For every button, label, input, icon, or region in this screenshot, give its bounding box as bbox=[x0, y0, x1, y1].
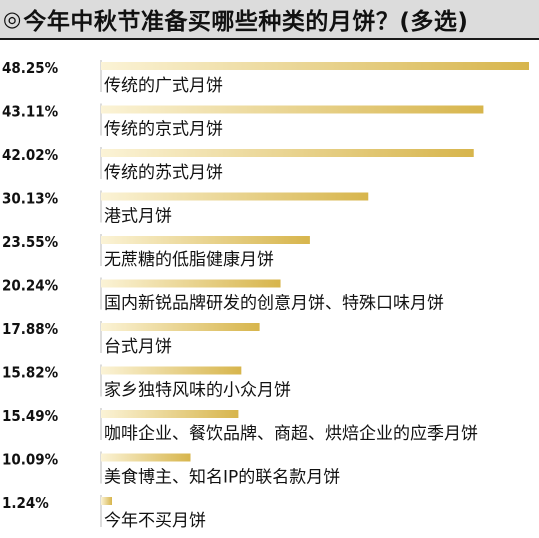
bar bbox=[101, 62, 529, 70]
category-label: 今年不买月饼 bbox=[104, 511, 206, 531]
circle-mark-icon: ◎ bbox=[3, 6, 22, 31]
value-label: 17.88% bbox=[2, 320, 59, 338]
bar bbox=[101, 279, 281, 288]
value-label: 20.24% bbox=[2, 277, 59, 295]
bar bbox=[101, 105, 484, 114]
category-label: 美食博主、知名IP的联名款月饼 bbox=[104, 468, 340, 488]
category-label: 国内新锐品牌研发的创意月饼、特殊口味月饼 bbox=[104, 294, 444, 314]
value-label: 15.49% bbox=[2, 407, 59, 425]
category-label: 传统的苏式月饼 bbox=[104, 163, 223, 183]
category-label: 传统的广式月饼 bbox=[104, 76, 223, 96]
value-label: 30.13% bbox=[2, 190, 59, 208]
bar bbox=[101, 453, 191, 462]
bar bbox=[101, 323, 260, 331]
category-label: 传统的京式月饼 bbox=[104, 120, 223, 140]
bar bbox=[101, 149, 474, 157]
value-label: 10.09% bbox=[2, 451, 59, 469]
category-label: 港式月饼 bbox=[104, 207, 172, 227]
value-label: 43.11% bbox=[2, 103, 59, 121]
bar bbox=[101, 192, 369, 201]
chart-title: 今年中秋节准备买哪些种类的月饼？(多选) bbox=[23, 9, 469, 35]
category-label: 无蔗糖的低脂健康月饼 bbox=[104, 250, 274, 270]
value-label: 15.82% bbox=[2, 364, 59, 382]
bar-chart: 48.25% 传统的广式月饼 43.11% 传统的京式月饼 42.02% 传统的苏式月饼 3… bbox=[2, 59, 529, 531]
value-label: 23.55% bbox=[2, 233, 59, 251]
bar bbox=[101, 410, 239, 418]
value-label: 42.02% bbox=[2, 146, 59, 164]
category-label: 家乡独特风味的小众月饼 bbox=[104, 381, 291, 401]
chart-header: ◎ 今年中秋节准备买哪些种类的月饼？(多选) bbox=[0, 0, 539, 40]
value-label: 48.25% bbox=[2, 59, 59, 77]
bar bbox=[101, 497, 112, 505]
value-label: 1.24% bbox=[2, 494, 49, 512]
bar bbox=[101, 236, 310, 244]
category-label: 台式月饼 bbox=[104, 337, 172, 357]
bar bbox=[101, 366, 242, 375]
category-label: 咖啡企业、餐饮品牌、商超、烘焙企业的应季月饼 bbox=[104, 424, 478, 444]
